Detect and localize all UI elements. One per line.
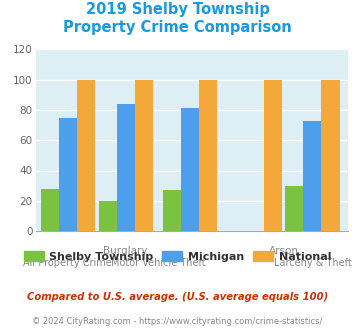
Text: © 2024 CityRating.com - https://www.cityrating.com/crime-statistics/: © 2024 CityRating.com - https://www.city…	[32, 317, 323, 326]
Bar	[163, 190, 181, 231]
Bar	[322, 80, 339, 231]
Bar	[285, 185, 304, 231]
Text: Larceny & Theft: Larceny & Theft	[274, 258, 351, 268]
Legend: Shelby Township, Michigan, National: Shelby Township, Michigan, National	[19, 247, 336, 267]
Bar	[135, 80, 153, 231]
Text: Arson: Arson	[268, 246, 299, 256]
Text: All Property Crime: All Property Crime	[23, 258, 112, 268]
Bar	[304, 120, 322, 231]
Text: Burglary: Burglary	[103, 246, 148, 256]
Text: 2019 Shelby Township: 2019 Shelby Township	[86, 2, 269, 16]
Bar	[77, 80, 95, 231]
Text: Property Crime Comparison: Property Crime Comparison	[63, 20, 292, 35]
Bar	[199, 80, 217, 231]
Text: Compared to U.S. average. (U.S. average equals 100): Compared to U.S. average. (U.S. average …	[27, 292, 328, 302]
Bar	[41, 189, 59, 231]
Bar	[99, 201, 117, 231]
Bar	[263, 80, 282, 231]
Bar	[59, 117, 77, 231]
Bar	[181, 109, 199, 231]
Text: Motor Vehicle Theft: Motor Vehicle Theft	[110, 258, 205, 268]
Bar	[117, 104, 135, 231]
